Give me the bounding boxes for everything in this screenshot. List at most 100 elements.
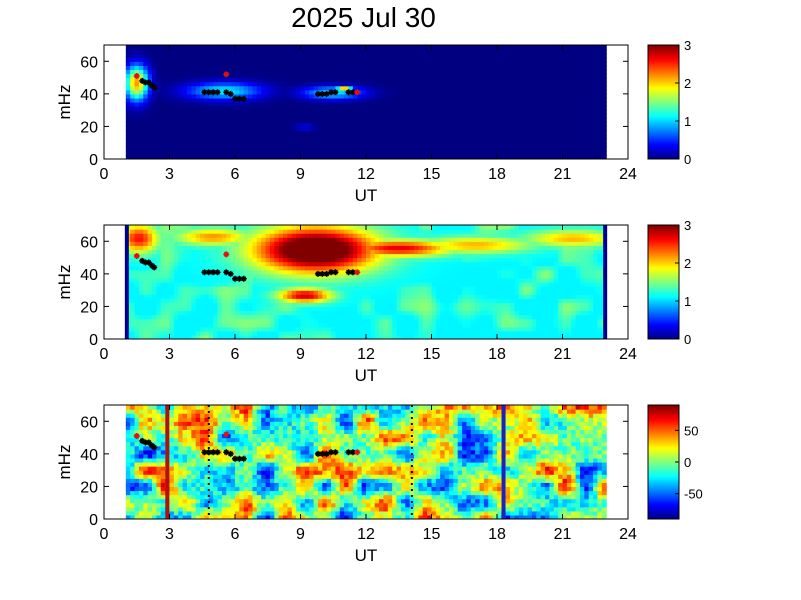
y-tick-label: 60 [80,414,98,431]
edge-strip-left [124,225,129,339]
red-marker [354,89,361,96]
red-marker [223,251,230,258]
x-tick-label: 12 [357,166,375,183]
black-marker [328,269,335,276]
black-marker [151,264,158,271]
x-tick-label: 18 [488,526,506,543]
colorbar-tick-label: 3 [684,218,691,233]
colorbar-frame [647,224,680,340]
black-marker [201,269,208,276]
red-marker [223,71,230,78]
x-tick-label: 21 [554,166,572,183]
x-tick-label: 12 [357,346,375,363]
y-tick-label: 20 [80,299,98,316]
heatmap-area [104,405,628,519]
heatmap-area [104,225,628,339]
y-tick-label: 40 [80,447,98,464]
colorbar-tick-label: 50 [684,423,698,438]
black-marker [139,437,146,444]
black-marker [201,89,208,96]
x-tick-label: 0 [100,166,109,183]
black-marker [319,270,326,277]
y-tick-label: 0 [89,512,98,529]
black-marker [236,95,243,102]
x-tick-label: 0 [100,526,109,543]
colorbar-tick-label: 0 [684,332,691,347]
heatmap-cells [125,45,607,159]
figure-title: 2025 Jul 30 [291,2,436,33]
black-marker [205,269,212,276]
y-tick-label: 40 [80,87,98,104]
x-tick-label: 3 [165,346,174,363]
heatmap-cells [125,405,607,519]
black-marker [332,449,339,456]
black-marker [227,270,234,277]
black-marker [214,89,221,96]
black-marker [223,269,230,276]
colorbar: 0 1 2 3 [647,218,691,347]
x-tick-label: 6 [231,166,240,183]
colorbar-frame [647,44,680,160]
event-markers [133,431,361,462]
x-tick-label: 12 [357,526,375,543]
black-marker [236,275,243,282]
black-marker [349,89,356,96]
black-marker [349,269,356,276]
heatmap-area [104,45,628,159]
x-tick-label: 24 [619,166,637,183]
x-tick-label: 18 [488,166,506,183]
colorbar-tick-label: 0 [684,152,691,167]
red-marker [354,269,361,276]
y-tick-label: 20 [80,479,98,496]
x-tick-label: 21 [554,346,572,363]
black-marker [214,449,221,456]
x-tick-label: 15 [423,346,441,363]
black-marker [319,450,326,457]
red-marker [223,431,230,438]
black-marker [205,449,212,456]
black-marker [240,275,247,282]
x-tick-label: 18 [488,346,506,363]
x-tick-label: 24 [619,526,637,543]
black-marker [349,449,356,456]
x-tick-label: 9 [296,166,305,183]
x-tick-label: 24 [619,346,637,363]
black-marker [142,259,149,266]
black-marker [323,90,330,97]
black-marker [227,450,234,457]
x-tick-label: 15 [423,166,441,183]
black-marker [240,455,247,462]
x-tick-label: 3 [165,526,174,543]
y-tick-label: 20 [80,119,98,136]
red-marker [133,252,140,259]
y-axis-label: mHz [55,445,74,480]
black-marker [323,270,330,277]
colorbar-tick-label: 1 [684,114,691,129]
event-markers [133,251,361,282]
y-tick-label: 0 [89,332,98,349]
black-marker [145,259,152,266]
black-marker [201,449,208,456]
edge-strip-right [603,225,608,339]
y-tick-label: 40 [80,267,98,284]
x-axis-label: UT [355,186,378,205]
x-tick-label: 6 [231,526,240,543]
colorbar-tick-label: 0 [684,455,691,470]
black-marker [210,89,217,96]
x-tick-label: 21 [554,526,572,543]
black-marker [227,90,234,97]
y-axis-label: mHz [55,85,74,120]
x-tick-label: 15 [423,526,441,543]
black-marker [223,89,230,96]
black-marker [232,275,238,282]
red-marker [354,449,361,456]
red-marker [133,432,140,439]
colorbar: 0 1 2 3 [647,38,691,167]
black-marker [210,449,217,456]
black-marker [232,455,238,462]
colorbar-tick-label: 2 [684,76,691,91]
black-marker [205,89,212,96]
black-marker [314,90,321,97]
